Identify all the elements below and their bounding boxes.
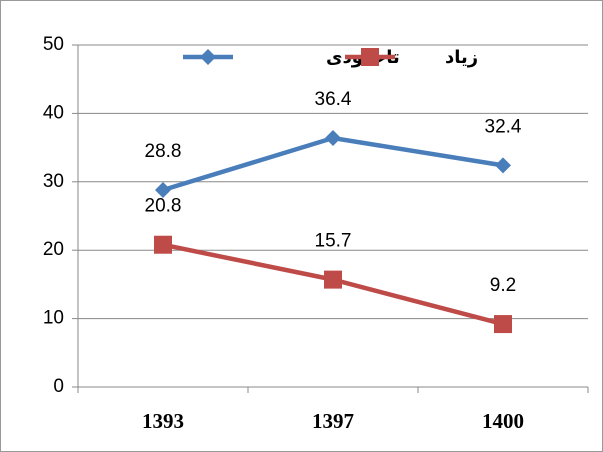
data-label: 20.8 <box>145 196 182 217</box>
data-label: 36.4 <box>315 89 352 110</box>
y-tick-label: 20 <box>43 239 64 260</box>
data-point <box>324 270 342 289</box>
data-label: 32.4 <box>485 116 522 137</box>
data-point <box>155 182 171 199</box>
legend-marker <box>200 49 216 65</box>
x-tick-label: 1397 <box>312 409 354 433</box>
data-point <box>154 235 172 254</box>
y-tick-label: 0 <box>53 376 64 397</box>
x-tick-label: 1393 <box>142 409 184 433</box>
legend-label: زیاد <box>445 47 478 68</box>
y-tick-label: 30 <box>43 171 64 192</box>
y-tick-label: 10 <box>43 308 64 329</box>
data-label: 15.7 <box>315 231 352 252</box>
data-point <box>495 157 511 174</box>
data-label: 28.8 <box>145 141 182 162</box>
y-tick-label: 50 <box>43 34 64 55</box>
x-tick-label: 1400 <box>482 409 524 433</box>
data-point <box>325 130 341 147</box>
data-label: 9.2 <box>490 275 516 296</box>
legend-marker <box>361 48 379 66</box>
y-tick-label: 40 <box>43 102 64 123</box>
data-point <box>494 315 512 334</box>
